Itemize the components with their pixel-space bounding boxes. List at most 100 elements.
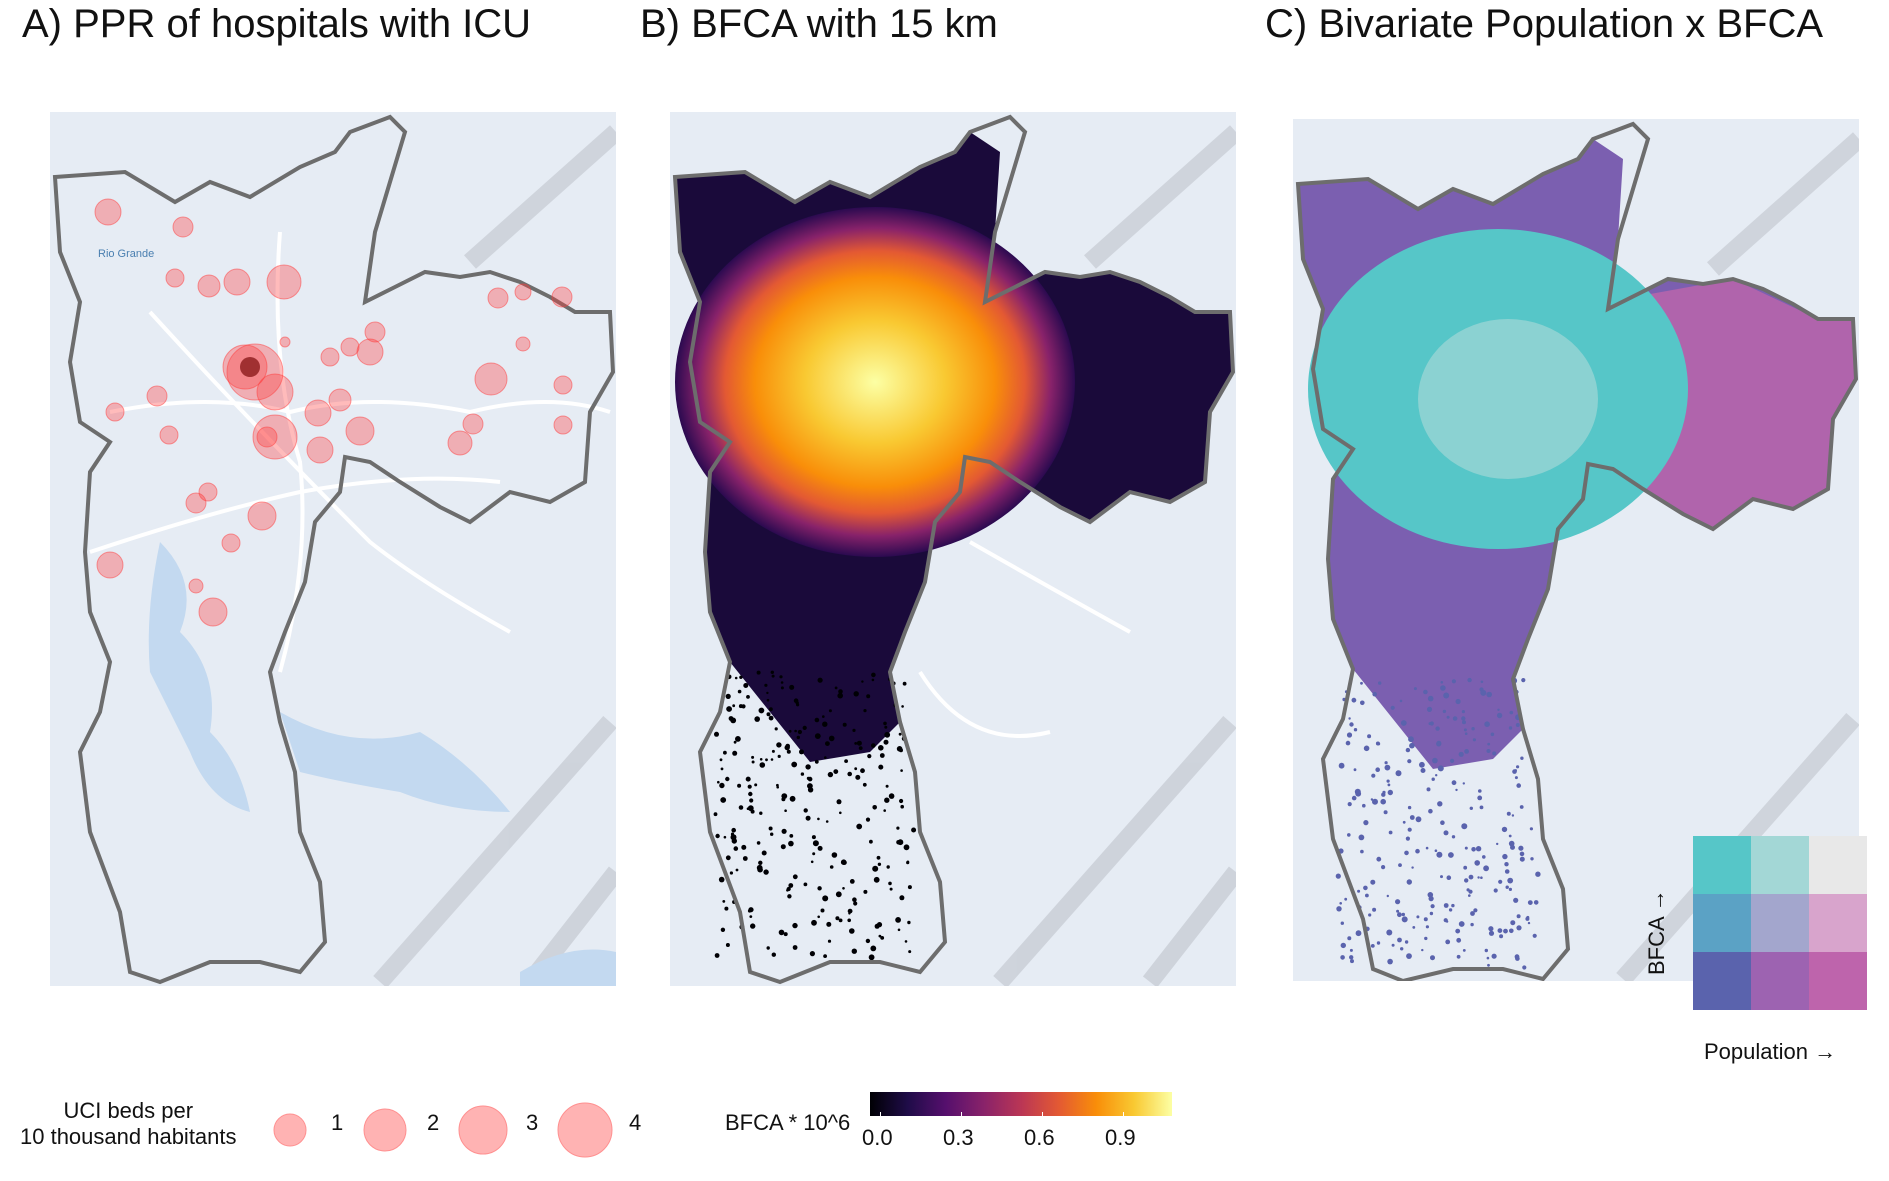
grid-cell (789, 684, 795, 690)
grid-cell (1350, 959, 1354, 964)
hospital-bubble (356, 338, 384, 366)
grid-cell (1503, 928, 1508, 934)
grid-cell (725, 693, 731, 700)
grid-cell (756, 864, 763, 871)
grid-cell (1365, 893, 1369, 898)
bivariate-legend-cell (1751, 836, 1809, 894)
grid-cell (1471, 847, 1476, 852)
grid-cell (812, 840, 819, 847)
grid-cell (1513, 897, 1519, 903)
grid-cell (765, 758, 768, 762)
grid-cell (883, 809, 886, 812)
grid-cell (792, 945, 798, 950)
grid-cell (1440, 820, 1445, 825)
grid-cell (1456, 954, 1461, 959)
bivariate-legend-cell (1693, 836, 1751, 894)
grid-cell (840, 859, 847, 865)
grid-cell (873, 876, 880, 883)
grid-cell (1380, 798, 1386, 805)
bfca-hotspot (675, 207, 1075, 557)
grid-cell (759, 811, 763, 815)
grid-cell (897, 928, 901, 932)
grid-cell (822, 715, 825, 718)
grid-cell (792, 922, 798, 929)
grid-cell (780, 686, 784, 690)
grid-cell (1431, 777, 1435, 781)
color-legend-tick: 0.6 (1024, 1125, 1055, 1150)
grid-cell (1492, 751, 1497, 756)
grid-cell (1428, 808, 1433, 814)
grid-cell (1388, 830, 1393, 835)
grid-cell (1480, 680, 1484, 684)
grid-cell (862, 782, 867, 787)
grid-cell (802, 725, 807, 731)
bivariate-legend-cell (1693, 952, 1751, 1010)
grid-cell (754, 716, 760, 722)
grid-cell (1464, 749, 1469, 754)
grid-cell (1468, 889, 1473, 894)
size-legend-circle-1 (273, 1113, 307, 1147)
hospital-bubble (96, 551, 124, 579)
hospital-bubble (146, 385, 168, 407)
grid-cell (1479, 805, 1484, 810)
grid-cell (847, 771, 852, 777)
grid-cell (1429, 911, 1434, 916)
grid-cell (900, 769, 903, 772)
grid-cell (1427, 892, 1434, 898)
grid-cell (824, 756, 827, 759)
grid-cell (1530, 857, 1534, 861)
grid-cell (1510, 920, 1516, 926)
grid-cell (805, 764, 811, 770)
grid-cell (834, 686, 838, 690)
grid-cell (1484, 721, 1490, 727)
tick-mark (1042, 1112, 1043, 1118)
grid-cell (1349, 955, 1354, 960)
grid-cell (1519, 851, 1525, 857)
grid-cell (1386, 894, 1389, 898)
grid-cell (1508, 887, 1512, 892)
grid-cell (1340, 942, 1346, 949)
grid-cell (1474, 860, 1480, 866)
grid-cell (1448, 908, 1453, 912)
grid-cell (844, 759, 848, 763)
grid-cell (1415, 816, 1422, 823)
grid-cell (1423, 917, 1428, 922)
grid-cell (907, 920, 911, 925)
grid-cell (806, 776, 810, 781)
grid-cell (794, 729, 797, 733)
grid-cell (842, 887, 845, 890)
grid-cell (1468, 874, 1474, 880)
grid-cell (1521, 678, 1526, 683)
grid-cell (1451, 679, 1456, 684)
grid-cell (1437, 801, 1443, 807)
grid-cell (756, 841, 761, 845)
bivariate-legend-grid (1693, 836, 1867, 1010)
grid-cell (745, 776, 751, 782)
grid-cell (860, 768, 865, 774)
relief-shading (993, 125, 1236, 986)
grid-cell (1478, 789, 1482, 793)
grid-cell (810, 860, 814, 864)
grid-cell (1404, 940, 1409, 944)
grid-cell (720, 927, 726, 932)
tick-mark (880, 1112, 881, 1118)
grid-cell (1525, 916, 1530, 921)
grid-cell (771, 749, 775, 753)
grid-cell (1358, 834, 1365, 841)
grid-cell (1498, 879, 1503, 884)
hospital-bubble (447, 430, 473, 456)
grid-cell (788, 729, 792, 733)
grid-cell (739, 675, 743, 679)
grid-cell (896, 826, 900, 830)
grid-cell (779, 675, 783, 679)
grid-cell (737, 783, 742, 788)
grid-cell (769, 707, 773, 712)
grid-cell (1527, 921, 1531, 925)
grid-cell (1430, 955, 1435, 961)
grid-cell (1491, 953, 1497, 959)
grid-cell (1455, 698, 1461, 705)
grid-cell (1463, 865, 1468, 870)
grid-cell (770, 832, 774, 836)
grid-cell (900, 804, 904, 809)
grid-cell (1370, 944, 1375, 948)
